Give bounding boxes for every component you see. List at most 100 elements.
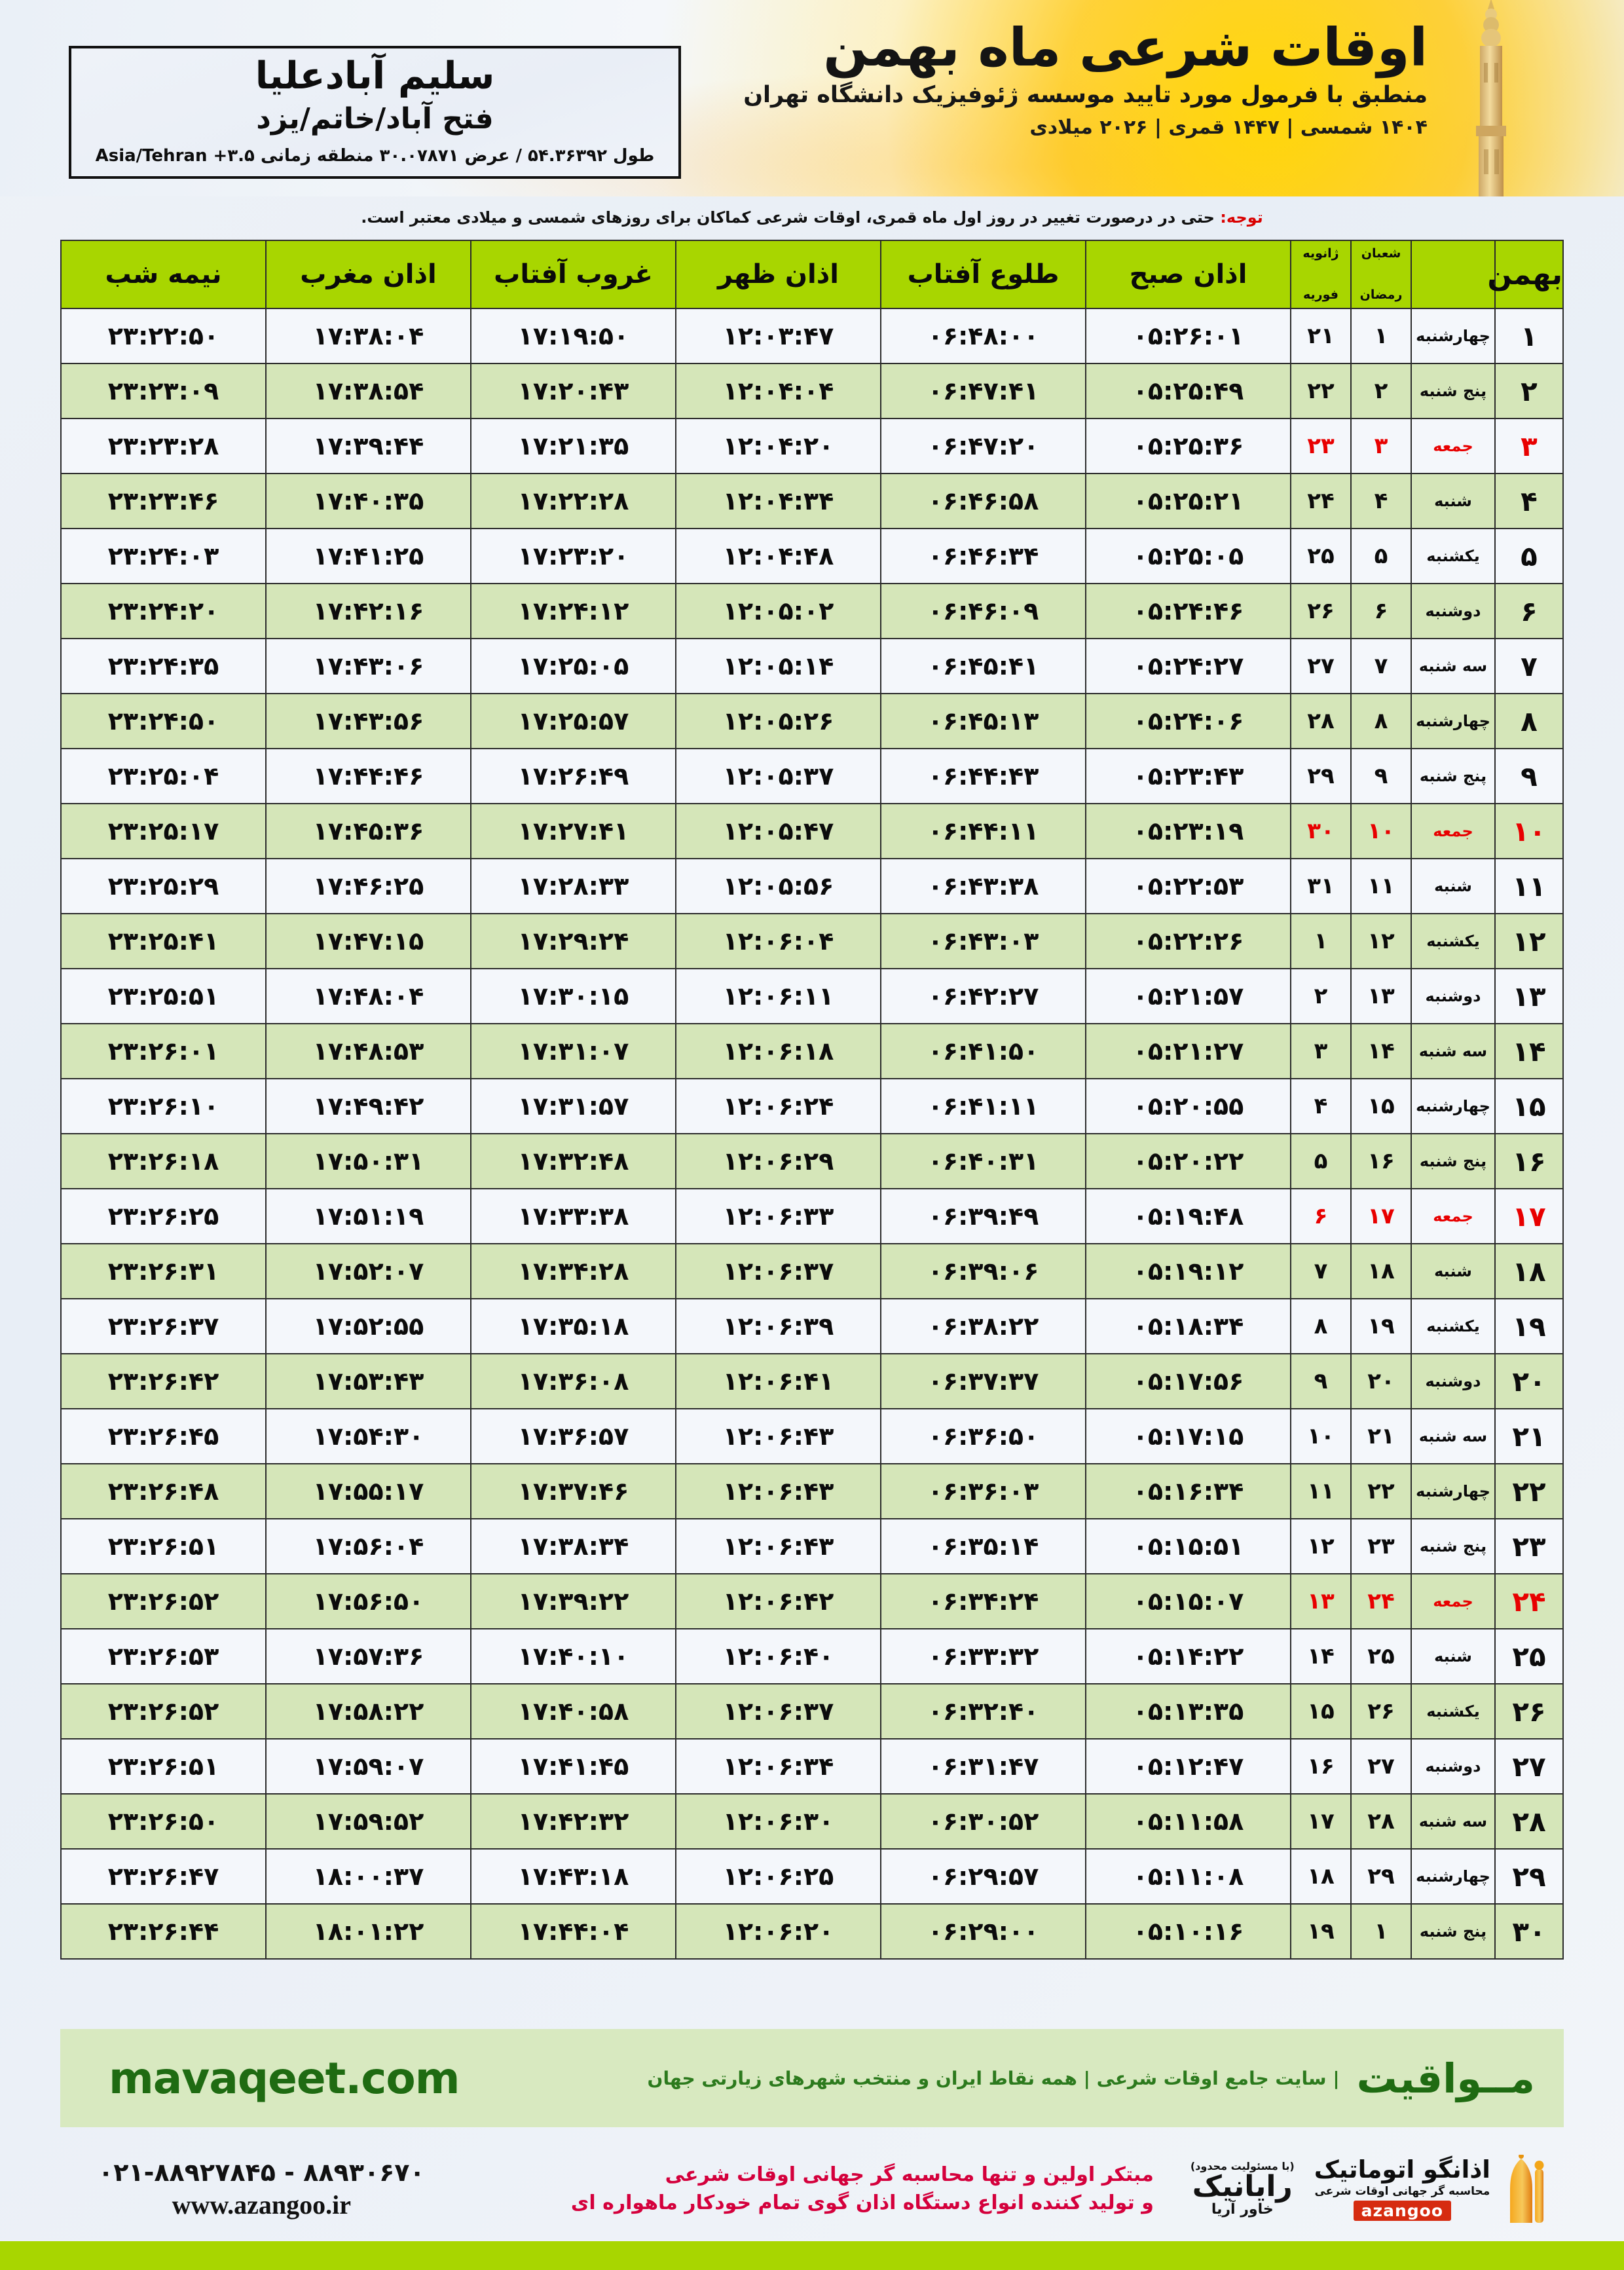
rayanik-liability-note: (با مسئولیت محدود) <box>1190 2160 1295 2172</box>
midnight-time: ۲۳:۲۶:۵۰ <box>60 1793 267 1850</box>
table-row: ۲۸ سه شنبه ۲۸ ۱۷ ۰۵:۱۱:۵۸ ۰۶:۳۰:۵۲ ۱۲:۰۶:۳۰ ۱۷:… <box>60 1793 1564 1850</box>
day-number: ۲۳ <box>1494 1518 1564 1574</box>
gregorian-day: ۲۲ <box>1290 363 1352 419</box>
col-header-fajr: اذان صبح <box>1085 240 1291 309</box>
dhuhr-time: ۱۲:۰۶:۴۳ <box>675 1518 881 1574</box>
dhuhr-time: ۱۲:۰۴:۲۰ <box>675 418 881 474</box>
table-row: ۶ دوشنبه ۶ ۲۶ ۰۵:۲۴:۴۶ ۰۶:۴۶:۰۹ ۱۲:۰۵:۰۲ ۱۷:۲۴:… <box>60 583 1564 639</box>
maghrib-time: ۱۷:۵۶:۵۰ <box>265 1573 471 1629</box>
day-number: ۲۱ <box>1494 1408 1564 1464</box>
col-header-hijri: شعبان رمضان <box>1350 240 1412 309</box>
midnight-time: ۲۳:۲۶:۵۱ <box>60 1738 267 1795</box>
dhuhr-time: ۱۲:۰۵:۰۲ <box>675 583 881 639</box>
dhuhr-time: ۱۲:۰۶:۲۵ <box>675 1848 881 1905</box>
dhuhr-time: ۱۲:۰۵:۴۷ <box>675 803 881 859</box>
sunrise-time: ۰۶:۴۷:۴۱ <box>880 363 1086 419</box>
table-row: ۱ چهارشنبه ۱ ۲۱ ۰۵:۲۶:۰۱ ۰۶:۴۸:۰۰ ۱۲:۰۳:۴۷ ۱۷:۱… <box>60 308 1564 364</box>
sunset-time: ۱۷:۳۷:۴۶ <box>470 1463 676 1519</box>
maghrib-time: ۱۷:۴۶:۲۵ <box>265 858 471 914</box>
hijri-day: ۱۰ <box>1350 803 1412 859</box>
sunset-time: ۱۷:۴۲:۳۲ <box>470 1793 676 1850</box>
hijri-day: ۵ <box>1350 528 1412 584</box>
sunset-time: ۱۷:۴۰:۱۰ <box>470 1628 676 1684</box>
sunset-time: ۱۷:۳۱:۰۷ <box>470 1023 676 1079</box>
sunrise-time: ۰۶:۳۷:۳۷ <box>880 1353 1086 1409</box>
fajr-time: ۰۵:۱۲:۴۷ <box>1085 1738 1291 1795</box>
azangoo-name-fa: اذانگو اتوماتیک <box>1314 2155 1490 2184</box>
fajr-time: ۰۵:۲۲:۲۶ <box>1085 913 1291 969</box>
location-city: سلیم آبادعلیا <box>255 54 495 98</box>
fajr-time: ۰۵:۲۴:۰۶ <box>1085 693 1291 749</box>
hijri-top-label: شعبان <box>1361 246 1401 261</box>
hijri-day: ۱۶ <box>1350 1133 1412 1189</box>
greg-top-label: ژانویه <box>1302 246 1339 261</box>
azangoo-text: اذانگو اتوماتیک محاسبه گر جهانی اوقات شر… <box>1314 2157 1490 2221</box>
bottom-green-bar <box>0 2241 1624 2270</box>
gregorian-day: ۲۳ <box>1290 418 1352 474</box>
sunrise-time: ۰۶:۳۳:۳۲ <box>880 1628 1086 1684</box>
dhuhr-time: ۱۲:۰۴:۳۴ <box>675 473 881 529</box>
weekday-name: چهارشنبه <box>1411 1463 1496 1519</box>
dhuhr-time: ۱۲:۰۶:۳۷ <box>675 1683 881 1740</box>
weekday-name: شنبه <box>1411 1628 1496 1684</box>
maghrib-time: ۱۷:۵۵:۱۷ <box>265 1463 471 1519</box>
midnight-time: ۲۳:۲۲:۵۰ <box>60 308 267 364</box>
dhuhr-time: ۱۲:۰۶:۳۹ <box>675 1298 881 1354</box>
note-text: حتی در درصورت تغییر در روز اول ماه قمری،… <box>361 208 1221 227</box>
sunset-time: ۱۷:۲۹:۲۴ <box>470 913 676 969</box>
gregorian-day: ۵ <box>1290 1133 1352 1189</box>
weekday-name: جمعه <box>1411 803 1496 859</box>
note-line: توجه: حتی در درصورت تغییر در روز اول ماه… <box>0 208 1624 227</box>
day-number: ۱۱ <box>1494 858 1564 914</box>
day-number: ۳۰ <box>1494 1903 1564 1960</box>
page-header: اوقات شرعی ماه بهمن منطبق با فرمول مورد … <box>0 0 1624 196</box>
midnight-time: ۲۳:۲۶:۲۵ <box>60 1188 267 1244</box>
hijri-day: ۱۴ <box>1350 1023 1412 1079</box>
sunrise-time: ۰۶:۳۹:۰۶ <box>880 1243 1086 1299</box>
sunrise-time: ۰۶:۴۵:۴۱ <box>880 638 1086 694</box>
day-number: ۲۰ <box>1494 1353 1564 1409</box>
col-header-midnight: نیمه شب <box>60 240 267 309</box>
sunset-time: ۱۷:۲۳:۲۰ <box>470 528 676 584</box>
table-row: ۱۱ شنبه ۱۱ ۳۱ ۰۵:۲۲:۵۳ ۰۶:۴۳:۳۸ ۱۲:۰۵:۵۶ ۱۷:۲۸:… <box>60 858 1564 914</box>
day-number: ۲۴ <box>1494 1573 1564 1629</box>
day-number: ۲۸ <box>1494 1793 1564 1850</box>
maghrib-time: ۱۷:۵۱:۱۹ <box>265 1188 471 1244</box>
hijri-day: ۲ <box>1350 363 1412 419</box>
dhuhr-time: ۱۲:۰۵:۲۶ <box>675 693 881 749</box>
midnight-time: ۲۳:۲۶:۰۱ <box>60 1023 267 1079</box>
midnight-time: ۲۳:۲۵:۵۱ <box>60 968 267 1024</box>
azangoo-name-en: azangoo <box>1353 2200 1452 2221</box>
hijri-day: ۱۹ <box>1350 1298 1412 1354</box>
weekday-name: یکشنبه <box>1411 1683 1496 1740</box>
table-row: ۳ جمعه ۳ ۲۳ ۰۵:۲۵:۳۶ ۰۶:۴۷:۲۰ ۱۲:۰۴:۲۰ ۱۷:۲۱:۳۵… <box>60 418 1564 474</box>
fajr-time: ۰۵:۲۴:۴۶ <box>1085 583 1291 639</box>
gregorian-day: ۸ <box>1290 1298 1352 1354</box>
sunset-time: ۱۷:۱۹:۵۰ <box>470 308 676 364</box>
maghrib-time: ۱۷:۴۷:۱۵ <box>265 913 471 969</box>
footer-tagline: مبتکر اولین و تنها محاسبه گر جهانی اوقات… <box>571 2161 1154 2218</box>
footer-website[interactable]: www.azangoo.ir <box>172 2189 351 2220</box>
banner-url[interactable]: mavaqeet.com <box>109 2053 460 2104</box>
rayanik-logo: (با مسئولیت محدود) رایانیک خاور آریا <box>1190 2160 1295 2218</box>
maghrib-time: ۱۸:۰۰:۳۷ <box>265 1848 471 1905</box>
hijri-day: ۸ <box>1350 693 1412 749</box>
sunset-time: ۱۷:۲۴:۱۲ <box>470 583 676 639</box>
midnight-time: ۲۳:۲۶:۴۸ <box>60 1463 267 1519</box>
footer-contact: ۰۲۱-۸۸۹۲۷۸۴۵ - ۸۸۹۳۰۶۷۰ www.azangoo.ir <box>98 2158 425 2220</box>
gregorian-day: ۳ <box>1290 1023 1352 1079</box>
gregorian-day: ۱۹ <box>1290 1903 1352 1960</box>
col-header-dhuhr: اذان ظهر <box>675 240 881 309</box>
weekday-name: جمعه <box>1411 1188 1496 1244</box>
maghrib-time: ۱۷:۵۰:۳۱ <box>265 1133 471 1189</box>
weekday-name: سه شنبه <box>1411 1793 1496 1850</box>
rayanik-name: رایانیک <box>1192 2170 1293 2203</box>
table-row: ۸ چهارشنبه ۸ ۲۸ ۰۵:۲۴:۰۶ ۰۶:۴۵:۱۳ ۱۲:۰۵:۲۶ ۱۷:۲… <box>60 693 1564 749</box>
maghrib-time: ۱۷:۴۹:۴۲ <box>265 1078 471 1134</box>
sunrise-time: ۰۶:۴۶:۵۸ <box>880 473 1086 529</box>
sunrise-time: ۰۶:۲۹:۰۰ <box>880 1903 1086 1960</box>
table-row: ۲۰ دوشنبه ۲۰ ۹ ۰۵:۱۷:۵۶ ۰۶:۳۷:۳۷ ۱۲:۰۶:۴۱ ۱۷:۳۶… <box>60 1353 1564 1409</box>
weekday-name: یکشنبه <box>1411 1298 1496 1354</box>
gregorian-day: ۱۵ <box>1290 1683 1352 1740</box>
dhuhr-time: ۱۲:۰۵:۵۶ <box>675 858 881 914</box>
